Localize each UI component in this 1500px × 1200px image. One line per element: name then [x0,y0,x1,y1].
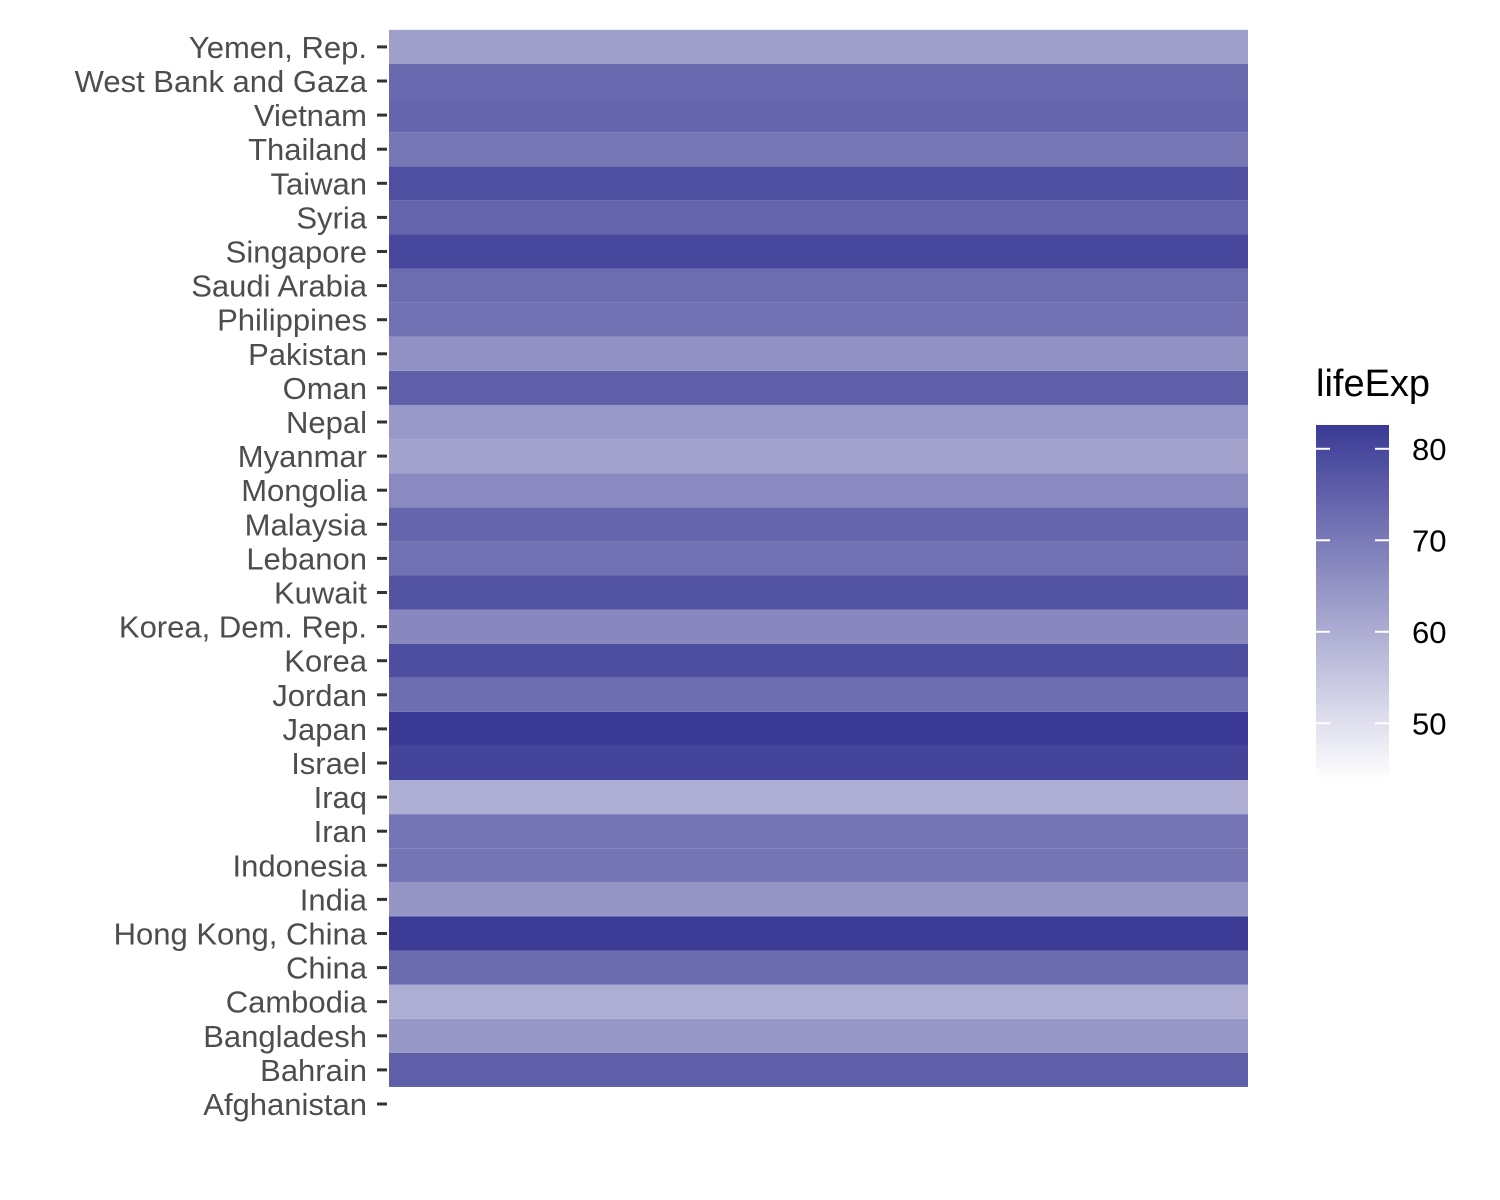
y-tick-label: Hong Kong, China [114,917,368,952]
y-tick-label: Kuwait [274,576,367,611]
y-tick-label: Afghanistan [203,1087,367,1122]
y-tick-label: Korea, Dem. Rep. [119,610,367,645]
heatmap-cell [389,200,1248,235]
heatmap-cell [389,882,1248,917]
y-tick-label: Israel [291,746,367,781]
legend-ticks: 50 60 70 80 [1316,432,1446,741]
y-tick-label: Bangladesh [203,1019,367,1054]
heatmap-cell [389,404,1248,440]
heatmap-cell [389,1086,1248,1122]
legend-tick-label: 60 [1412,615,1446,650]
y-tick-label: Indonesia [233,848,368,883]
heatmap-cell [389,575,1248,610]
heatmap-cell [389,643,1248,678]
y-tick-label: Japan [283,712,367,747]
y-tick-label: Vietnam [254,98,367,133]
heatmap-cell [389,1052,1248,1087]
heatmap-cell [389,268,1248,303]
y-tick-label: Jordan [272,678,367,713]
heatmap-cell [389,507,1248,542]
y-tick-label: Nepal [286,405,367,440]
y-tick-label: Iran [314,814,367,849]
y-tick-label: Lebanon [246,541,367,576]
y-tick-label: India [300,882,368,917]
heatmap-cell [389,166,1248,201]
heatmap-cell [389,98,1248,133]
heatmap-cell [389,541,1248,576]
y-tick-label: Pakistan [248,337,367,372]
legend-tick-label: 80 [1412,432,1446,467]
legend-colorbar [1316,425,1389,780]
legend-tick-label: 50 [1412,706,1446,741]
heatmap-cell [389,984,1248,1019]
y-tick-label: Yemen, Rep. [189,30,367,65]
heatmap-cell [389,336,1248,371]
heatmap-cell [389,677,1248,712]
y-tick-label: West Bank and Gaza [75,64,368,99]
heatmap-cell [389,234,1248,269]
heatmap-cell [389,439,1248,474]
y-tick-label: Singapore [226,235,367,270]
heatmap-cell [389,711,1248,746]
y-tick-label: China [286,951,368,986]
heatmap-cell [389,848,1248,883]
y-tick-label: Thailand [248,132,367,167]
heatmap-cell [389,370,1248,405]
legend-title: lifeExp [1316,363,1430,405]
heatmap-cell [389,745,1248,781]
y-axis: AfghanistanBahrainBangladeshCambodiaChin… [75,30,387,1122]
y-tick-label: Saudi Arabia [191,269,368,304]
y-tick-label: Myanmar [238,439,367,474]
heatmap-cell [389,780,1248,815]
heatmap-cell [389,950,1248,985]
heatmap-cell [389,302,1248,337]
heatmap-cell [389,609,1248,644]
heatmap-cell [389,1018,1248,1053]
legend: lifeExp 50 60 70 80 [1316,363,1446,780]
y-tick-label: Malaysia [245,507,368,542]
heatmap-rows [389,29,1248,1122]
heatmap-cell [389,132,1248,167]
y-tick-label: Bahrain [260,1053,367,1088]
y-tick-label: Cambodia [226,985,368,1020]
y-tick-label: Iraq [314,780,367,815]
heatmap-cell [389,63,1248,99]
y-tick-label: Syria [296,200,367,235]
y-tick-label: Taiwan [271,166,368,201]
heatmap-cell [389,473,1248,508]
y-tick-label: Korea [284,644,367,679]
heatmap-cell [389,916,1248,951]
heatmap-cell [389,814,1248,849]
legend-tick-label: 70 [1412,523,1446,558]
y-tick-label: Philippines [217,303,367,338]
y-tick-label: Mongolia [241,473,368,508]
heatmap-cell [389,29,1248,64]
y-tick-label: Oman [283,371,367,406]
